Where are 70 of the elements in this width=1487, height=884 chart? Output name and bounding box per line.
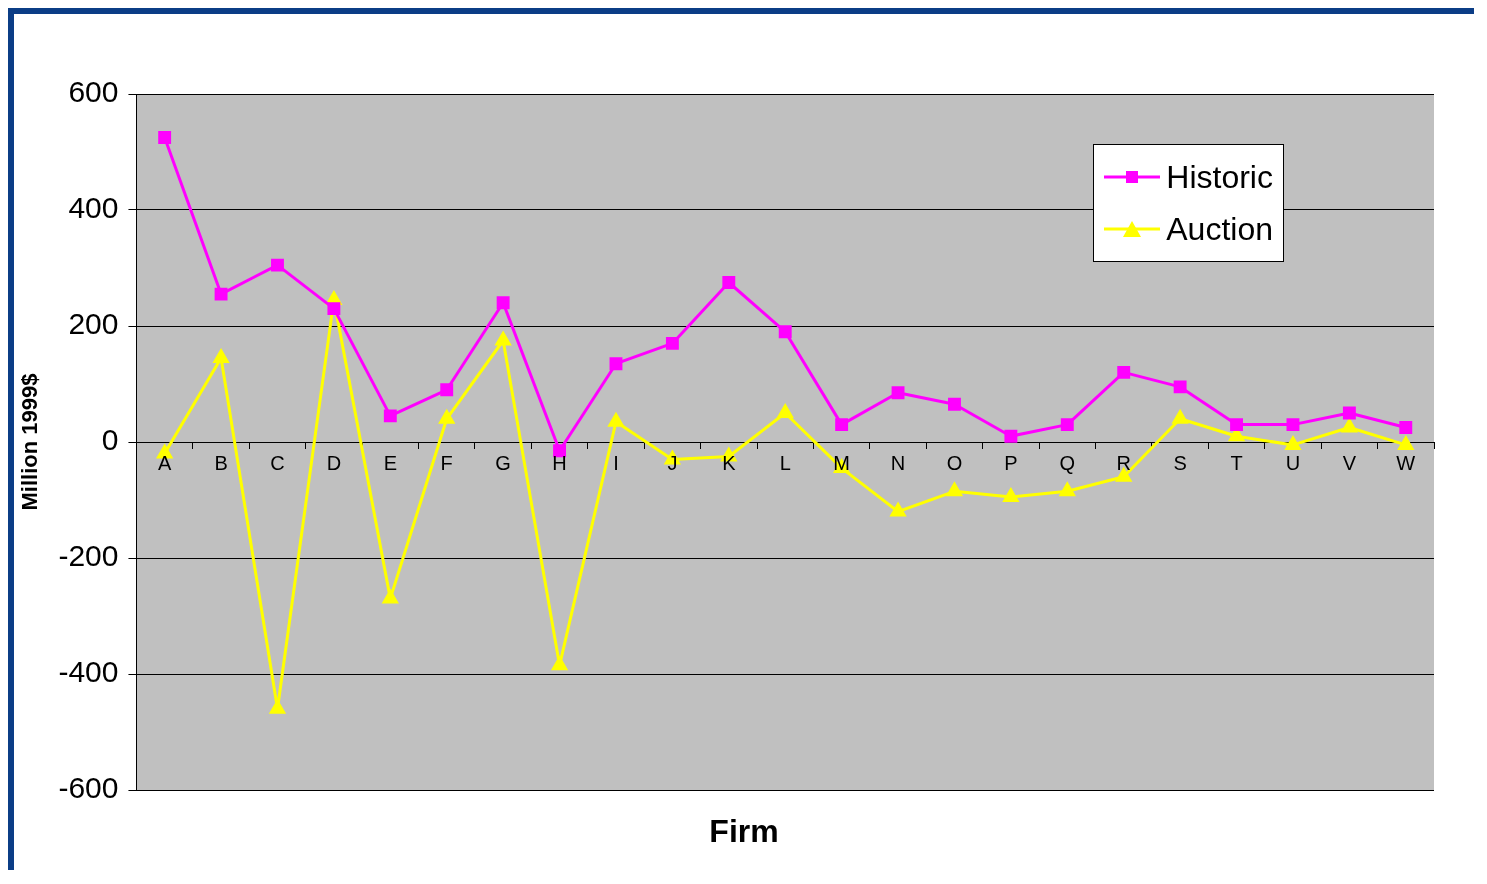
- point: [269, 700, 286, 714]
- x-tick-label: M: [833, 451, 850, 474]
- point: [158, 131, 172, 144]
- point: [552, 656, 568, 671]
- legend-label: Auction: [1166, 210, 1273, 249]
- point: [890, 503, 906, 517]
- x-axis-title: Firm: [708, 813, 780, 850]
- point: [777, 404, 793, 418]
- point: [327, 302, 341, 316]
- point: [214, 287, 228, 301]
- x-tick-label: H: [552, 451, 567, 474]
- x-tick-label: I: [613, 451, 619, 474]
- x-tick-label: R: [1116, 451, 1131, 474]
- x-tick-label: L: [779, 451, 791, 474]
- point: [1172, 410, 1188, 424]
- x-tick-label: S: [1173, 451, 1187, 474]
- y-tick-label: 200: [68, 307, 119, 341]
- x-tick-label: P: [1004, 451, 1018, 474]
- point: [835, 418, 849, 432]
- point: [1399, 421, 1413, 434]
- x-tick-label: Q: [1059, 451, 1076, 474]
- point: [439, 410, 455, 424]
- legend-label: Historic: [1166, 158, 1273, 197]
- point: [382, 590, 398, 604]
- y-tick-label: 400: [68, 191, 119, 225]
- x-tick-label: T: [1230, 451, 1243, 474]
- point: [1059, 482, 1075, 497]
- x-tick-label: G: [495, 451, 511, 474]
- x-tick-label: W: [1396, 451, 1416, 474]
- point: [383, 409, 397, 423]
- x-tick-label: V: [1342, 451, 1357, 474]
- x-tick-label: N: [890, 451, 906, 474]
- x-tick-label: E: [383, 451, 397, 474]
- point: [1003, 488, 1019, 503]
- x-tick-label: C: [270, 451, 285, 474]
- point: [722, 276, 736, 289]
- point: [1286, 418, 1300, 432]
- point: [1230, 418, 1243, 432]
- point: [440, 383, 454, 397]
- point: [946, 482, 963, 497]
- y-tick-label: 600: [68, 75, 119, 109]
- point: [496, 296, 510, 310]
- point: [1398, 436, 1414, 450]
- x-tick-label: O: [946, 451, 963, 474]
- point: [891, 386, 905, 400]
- x-tick-label: A: [157, 451, 172, 474]
- x-tick-label: F: [440, 451, 453, 474]
- point: [1173, 380, 1187, 394]
- y-axis-title: Million 1999$: [17, 373, 43, 511]
- point: [665, 336, 679, 350]
- y-tick-label: -600: [58, 771, 119, 805]
- point: [1285, 436, 1301, 450]
- point: [608, 413, 624, 427]
- x-tick-label: D: [326, 451, 342, 474]
- point: [213, 349, 229, 363]
- point: [1060, 418, 1074, 432]
- point: [1342, 406, 1356, 420]
- y-tick-label: 0: [101, 423, 119, 457]
- point: [948, 397, 961, 411]
- point: [495, 332, 511, 346]
- x-tick-label: U: [1285, 451, 1301, 474]
- y-tick-label: -400: [58, 655, 119, 689]
- point: [271, 258, 284, 272]
- point: [609, 357, 623, 371]
- point: [1341, 419, 1357, 433]
- point: [1117, 365, 1131, 379]
- y-tick-label: -200: [58, 539, 119, 573]
- point: [778, 325, 792, 339]
- point: [1004, 429, 1018, 443]
- x-tick-label: B: [214, 451, 228, 474]
